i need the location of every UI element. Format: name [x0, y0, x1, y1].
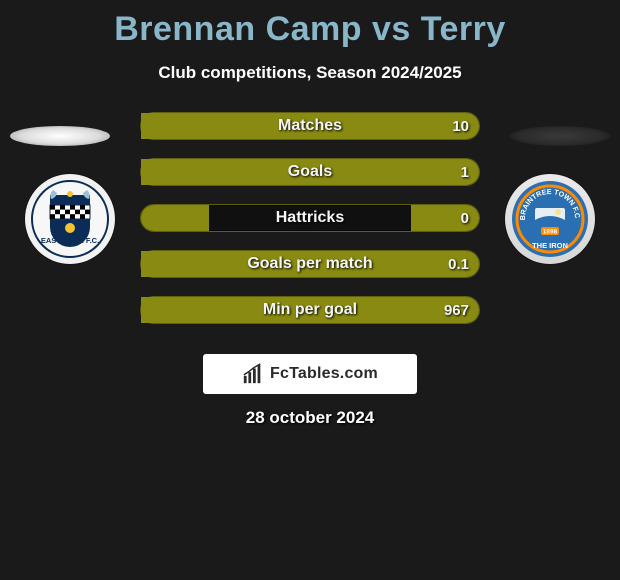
player-right-ellipse: [510, 126, 610, 146]
svg-text:THE IRON: THE IRON: [532, 241, 568, 250]
stat-bar: Min per goal967: [140, 296, 480, 324]
svg-text:EASTLEIGH F.C.: EASTLEIGH F.C.: [41, 236, 99, 245]
braintree-crest-icon: BRAINTREE TOWN F.C. THE IRON 1898: [511, 180, 589, 258]
fctables-logo: FcTables.com: [203, 354, 417, 394]
bar-value-right: 10: [452, 113, 469, 139]
stat-bar: Matches10: [140, 112, 480, 140]
bar-label: Matches: [141, 113, 479, 139]
crest-right: BRAINTREE TOWN F.C. THE IRON 1898: [505, 174, 595, 264]
stat-bar: Goals1: [140, 158, 480, 186]
bar-value-right: 0.1: [448, 251, 469, 277]
player-left-ellipse: [10, 126, 110, 146]
subtitle: Club competitions, Season 2024/2025: [0, 63, 620, 83]
bars-chart-icon: [242, 363, 264, 385]
bar-label: Goals per match: [141, 251, 479, 277]
bar-value-right: 967: [444, 297, 469, 323]
eastleigh-crest-icon: EASTLEIGH F.C.: [31, 180, 109, 258]
date-text: 28 october 2024: [0, 408, 620, 428]
bar-value-right: 1: [461, 159, 469, 185]
logo-text: FcTables.com: [270, 365, 378, 383]
stat-bars: Matches10Goals1Hattricks0Goals per match…: [140, 112, 480, 342]
crest-left: EASTLEIGH F.C.: [25, 174, 115, 264]
svg-text:1898: 1898: [543, 229, 558, 236]
bar-value-right: 0: [461, 205, 469, 231]
stat-bar: Goals per match0.1: [140, 250, 480, 278]
bar-label: Min per goal: [141, 297, 479, 323]
bar-label: Hattricks: [141, 205, 479, 231]
bar-label: Goals: [141, 159, 479, 185]
page-title: Brennan Camp vs Terry: [0, 0, 620, 49]
stat-bar: Hattricks0: [140, 204, 480, 232]
comparison-body: EASTLEIGH F.C. BRAINTREE TOWN F.C. THE I…: [0, 112, 620, 352]
